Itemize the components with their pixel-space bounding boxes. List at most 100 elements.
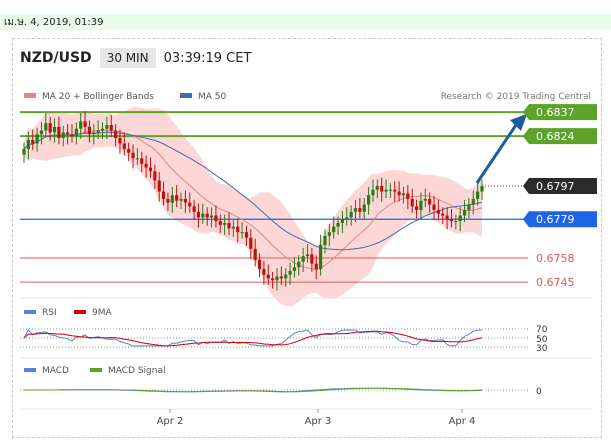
candle — [161, 191, 166, 199]
macd-signal-line — [24, 387, 483, 393]
rsi-9ma-legend-swatch — [74, 310, 86, 314]
candle — [454, 221, 458, 223]
candle — [257, 259, 262, 270]
candle — [266, 274, 270, 279]
candle — [480, 185, 484, 192]
candle — [231, 226, 235, 229]
candle — [100, 128, 105, 131]
level-label-text: 0.6797 — [536, 180, 575, 193]
candle — [249, 237, 253, 249]
candle — [39, 130, 44, 135]
level-label-0.6837: 0.6837 — [523, 104, 597, 121]
candle — [314, 263, 318, 270]
candle — [471, 198, 475, 205]
candle — [218, 221, 222, 225]
candle — [353, 208, 358, 212]
level-label-text: 0.6779 — [536, 213, 575, 226]
level-label-text: 0.6824 — [536, 130, 575, 143]
macd-tick-0: 0 — [536, 387, 542, 397]
level-label-pointer — [523, 128, 529, 145]
macd-legend-label: MACD — [42, 366, 69, 376]
candle — [35, 134, 39, 144]
candle — [393, 189, 397, 192]
rsi-tick-30: 30 — [536, 344, 548, 354]
candle — [358, 208, 362, 212]
ma50-legend-label: MA 50 — [198, 92, 227, 102]
candle — [449, 219, 454, 222]
x-label-apr3: Apr 3 — [305, 416, 332, 427]
candle — [44, 123, 48, 131]
date-text: เม.ษ. 4, 2019, 01:39 — [4, 17, 104, 28]
candle — [305, 254, 310, 257]
candle — [445, 215, 449, 220]
candle — [153, 171, 157, 181]
candle — [428, 198, 432, 205]
level-label-0.6758: 0.6758 — [536, 252, 575, 265]
candle — [66, 132, 70, 135]
candle — [332, 226, 336, 233]
candle — [105, 125, 109, 129]
level-label-pointer — [523, 177, 529, 194]
candle — [279, 276, 283, 279]
rsi-panel — [23, 329, 483, 347]
candle — [323, 235, 327, 246]
level-label-text: 0.6837 — [536, 106, 575, 119]
candle — [57, 126, 61, 138]
currency-pair: NZD/USD — [20, 50, 92, 66]
candle — [271, 278, 275, 281]
level-label-text: 0.6758 — [536, 252, 575, 265]
candle — [371, 189, 375, 196]
candle — [419, 200, 423, 211]
candle — [170, 195, 174, 203]
level-labels: 0.6837 0.6824 0.6797 0.6779 0.6758 0.6745 — [523, 104, 597, 289]
candle — [192, 206, 196, 212]
macd-signal-legend-swatch — [90, 368, 102, 372]
candle — [380, 185, 384, 192]
candle — [345, 217, 349, 220]
candle — [92, 132, 96, 135]
candle — [284, 274, 288, 279]
candle — [275, 276, 279, 281]
candle — [458, 215, 462, 222]
rsi-tick-50: 50 — [536, 335, 548, 345]
candle — [227, 222, 231, 229]
candle — [109, 125, 113, 131]
candle — [131, 152, 135, 159]
candle — [179, 198, 183, 201]
level-label-text: 0.6745 — [536, 276, 575, 289]
candle — [196, 211, 201, 218]
ma50-legend-swatch — [180, 93, 192, 98]
candle — [135, 158, 140, 160]
candle — [214, 215, 218, 222]
candle — [410, 198, 414, 207]
rsi-9ma-legend-label: 9MA — [92, 308, 112, 318]
candle — [244, 232, 249, 238]
candle — [183, 198, 187, 203]
candle — [188, 202, 192, 207]
candle — [122, 143, 126, 150]
candle — [236, 226, 240, 233]
ma20-line — [23, 129, 483, 271]
candle — [319, 245, 323, 270]
level-label-0.6824: 0.6824 — [523, 128, 597, 145]
candle — [26, 139, 30, 150]
ma20-legend-swatch — [24, 93, 36, 98]
chart-header: NZD/USD 30 MIN 03:39:19 CET — [20, 46, 251, 70]
macd-panel — [24, 387, 483, 393]
candle — [83, 121, 87, 127]
candle — [205, 213, 209, 218]
candle — [114, 130, 118, 138]
chart-time: 03:39:19 CET — [163, 50, 252, 66]
candle — [366, 195, 371, 205]
candle — [22, 149, 26, 155]
candle — [388, 189, 392, 191]
candle — [127, 149, 131, 153]
candle — [297, 261, 301, 268]
candle — [467, 204, 471, 211]
timeframe-badge[interactable]: 30 MIN — [99, 48, 156, 68]
level-label-box — [529, 128, 597, 145]
candle — [70, 134, 74, 137]
candle — [148, 167, 153, 172]
ma50-line — [23, 131, 483, 251]
candle — [61, 132, 65, 138]
